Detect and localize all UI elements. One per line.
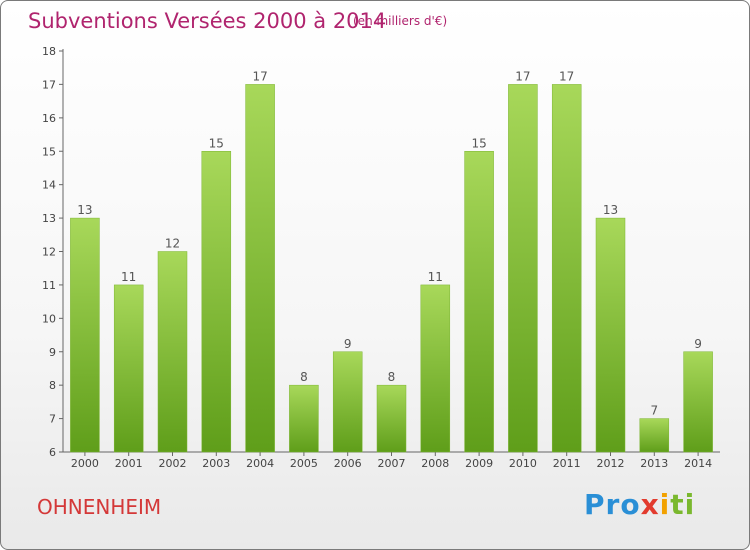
- bar: [332, 351, 363, 453]
- bar-value-label: 11: [121, 270, 136, 284]
- x-tick-label: 2005: [290, 457, 318, 470]
- logo-letter: x: [640, 488, 660, 521]
- bar: [595, 217, 626, 453]
- bar-value-label: 15: [209, 136, 224, 150]
- logo-letter: i: [659, 488, 671, 521]
- bar: [551, 84, 582, 453]
- bar-value-label: 13: [603, 203, 618, 217]
- y-tick-label: 17: [42, 78, 56, 91]
- bar-value-label: 17: [559, 69, 574, 83]
- logo-letter: o: [620, 488, 641, 521]
- chart-bars: [70, 84, 713, 453]
- bar-value-label: 13: [77, 203, 92, 217]
- y-tick-label: 15: [42, 145, 56, 158]
- logo-letter: r: [605, 488, 621, 521]
- bar: [376, 384, 407, 453]
- y-tick-label: 10: [42, 312, 56, 325]
- bar-value-label: 12: [165, 237, 180, 251]
- bar-value-label: 11: [428, 270, 443, 284]
- y-tick-label: 14: [42, 179, 56, 192]
- x-tick-label: 2003: [202, 457, 230, 470]
- logo-letter: P: [584, 488, 606, 521]
- bar: [464, 151, 494, 453]
- town-name: OHNENHEIM: [37, 495, 162, 519]
- bar: [683, 351, 713, 453]
- x-tick-label: 2000: [71, 457, 99, 470]
- x-tick-label: 2014: [684, 457, 712, 470]
- y-tick-label: 13: [42, 212, 56, 225]
- bar: [508, 84, 538, 453]
- y-tick-label: 6: [49, 446, 56, 459]
- proxiti-logo[interactable]: Proxiti: [584, 488, 695, 521]
- bar-value-label: 7: [650, 404, 658, 418]
- y-tick-label: 7: [49, 413, 56, 426]
- chart-subtitle: (en milliers d'€): [353, 14, 448, 28]
- logo-letter: t: [670, 488, 685, 521]
- x-tick-label: 2002: [159, 457, 187, 470]
- bar: [289, 384, 319, 453]
- x-tick-label: 2010: [509, 457, 537, 470]
- bar-value-label: 17: [515, 69, 530, 83]
- bar: [639, 418, 670, 453]
- x-tick-label: 2006: [334, 457, 362, 470]
- y-tick-label: 18: [42, 45, 56, 58]
- logo-letter: i: [684, 488, 696, 521]
- y-tick-label: 8: [49, 379, 56, 392]
- y-tick-label: 16: [42, 112, 56, 125]
- bar-value-label: 9: [344, 337, 352, 351]
- x-tick-label: 2004: [246, 457, 274, 470]
- bar-value-label: 8: [388, 370, 396, 384]
- x-tick-label: 2007: [378, 457, 406, 470]
- y-tick-label: 12: [42, 246, 56, 259]
- bar: [70, 217, 100, 453]
- x-tick-label: 2012: [597, 457, 625, 470]
- bar-value-label: 17: [252, 69, 267, 83]
- x-tick-label: 2011: [553, 457, 581, 470]
- bar: [245, 84, 275, 453]
- bar-value-label: 15: [471, 136, 486, 150]
- y-tick-label: 9: [49, 346, 56, 359]
- bar: [201, 151, 232, 453]
- x-tick-label: 2013: [640, 457, 668, 470]
- bar: [113, 284, 144, 453]
- chart-labels: 13 2000 11 2001 12 2002 15 2003 17 2004 8 2005 9 2006…: [71, 69, 712, 470]
- x-tick-label: 2001: [115, 457, 143, 470]
- x-tick-label: 2009: [465, 457, 493, 470]
- bar: [420, 284, 451, 453]
- x-tick-label: 2008: [421, 457, 449, 470]
- bar: [157, 251, 188, 453]
- bar-value-label: 9: [694, 337, 702, 351]
- bar-value-label: 8: [300, 370, 308, 384]
- chart-title: Subventions Versées 2000 à 2014: [28, 9, 387, 33]
- y-tick-label: 11: [42, 279, 56, 292]
